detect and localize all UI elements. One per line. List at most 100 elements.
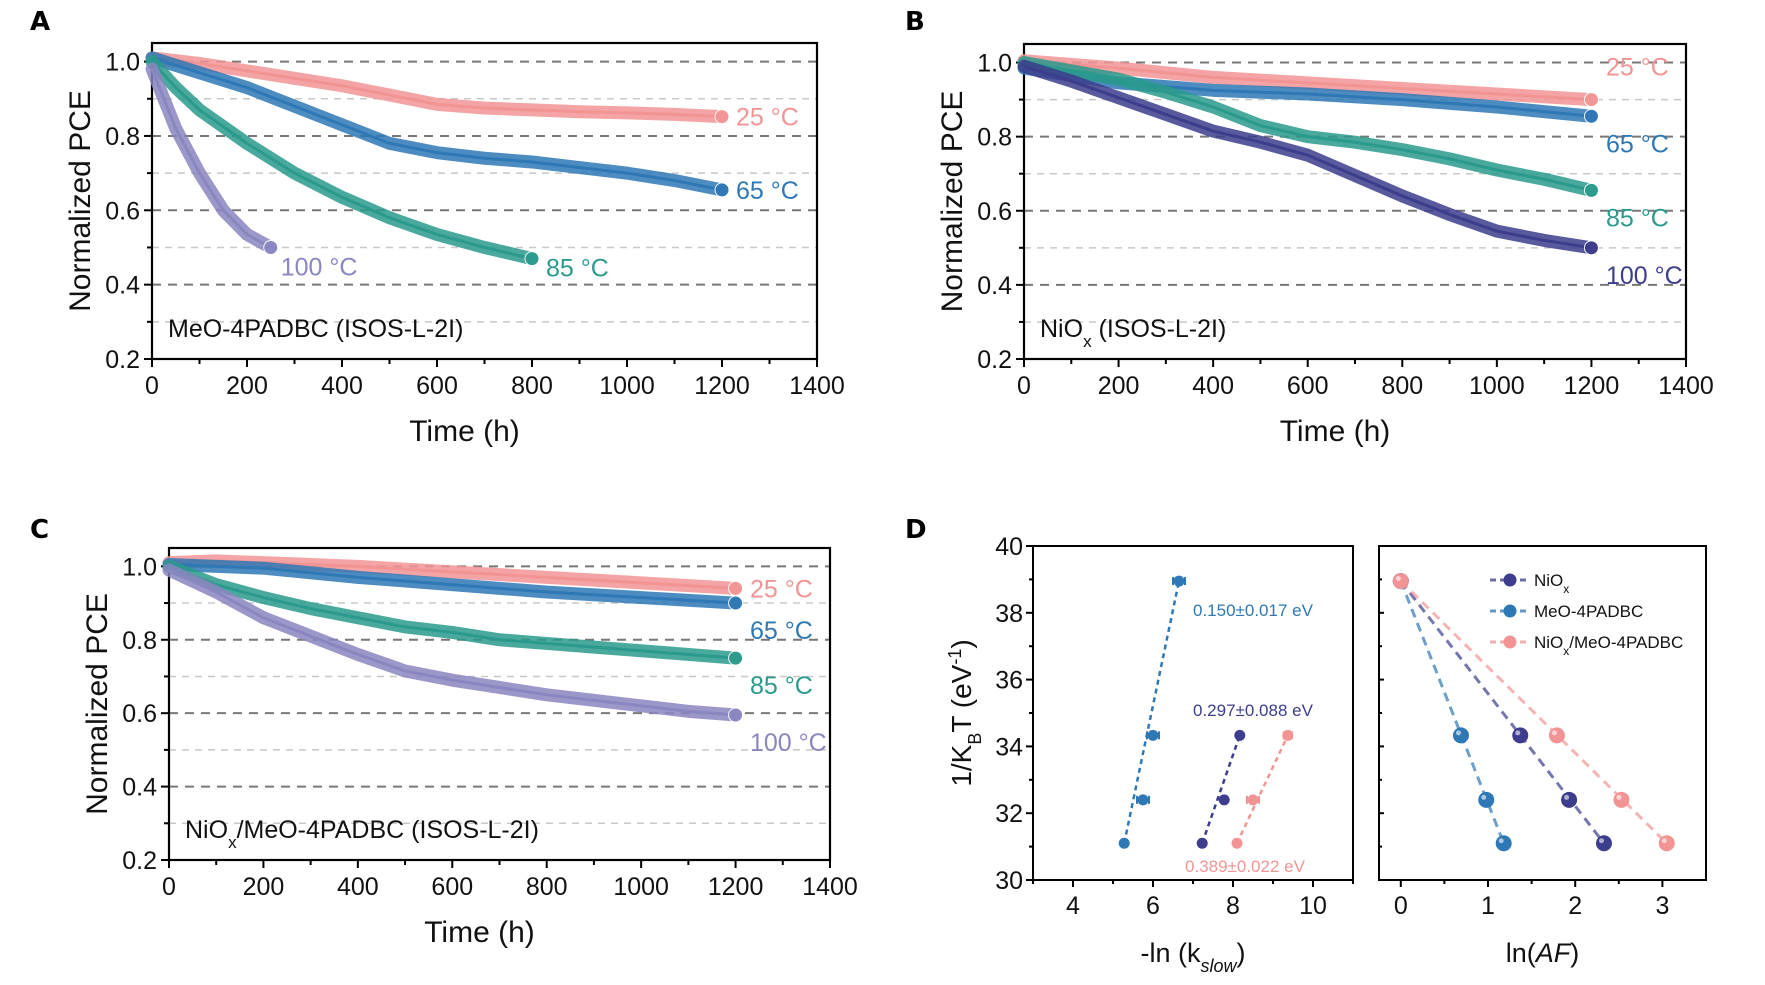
series-label: 65 °C [750, 617, 813, 645]
y-axis-title: Normalized PCE [64, 90, 97, 312]
y-tick-label: 0.8 [122, 627, 157, 655]
fit-line [1235, 734, 1289, 844]
legend-label: NiOx/MeO-4PADBC [1534, 633, 1683, 658]
data-point [1548, 727, 1565, 744]
series-65C: 65 °C [145, 51, 799, 205]
panel-B: B 0 200 400 600 800 1000 1200 1400 0.2 0.4 0.6 0.8 1.… [905, 7, 1714, 448]
activation-energy-label: 0.150±0.017 eV [1193, 601, 1314, 620]
series-100C: 100 °C [145, 62, 357, 281]
data-point [524, 251, 540, 267]
data-point-highlight [1551, 730, 1557, 736]
data-point [1512, 727, 1529, 744]
plot-frame [1378, 545, 1707, 881]
data-point [728, 580, 744, 596]
x-tick-label: 400 [337, 873, 379, 901]
data-point [1595, 835, 1612, 852]
fit-line [150, 68, 272, 249]
y-axis-title: 1/KBT (eV-1) [945, 639, 985, 786]
legend-marker [1503, 604, 1517, 618]
series-label: 85 °C [750, 672, 813, 700]
y-tick-label: 0.6 [105, 197, 140, 225]
panel-D-left: D 4 6 8 10 30 32 34 36 38 40 -ln (kslow) 1/KBT (eV-1… [905, 515, 1354, 976]
data-point-highlight [1616, 794, 1622, 800]
series-NiOxMeO4PADBC [1392, 573, 1675, 852]
data-point [1218, 794, 1230, 806]
data-point-highlight [1498, 838, 1504, 844]
panel-A: A 0 200 400 600 800 1000 1200 1400 0.2 0.4 0.6 0.8 1.… [30, 7, 845, 448]
series-NiOx: 0.297±0.088 eV [1193, 701, 1314, 849]
data-point [1658, 835, 1675, 852]
legend: NiOx MeO-4PADBC NiOx/MeO-4PADBC [1490, 571, 1683, 658]
x-tick-label: 10 [1299, 892, 1327, 920]
fit-line [151, 56, 723, 192]
y-tick-label: 0.6 [122, 700, 157, 728]
series-25C: 25 °C [145, 51, 799, 132]
panel-label: A [30, 7, 50, 37]
series-MeO4PADBC [1392, 573, 1512, 852]
x-tick-label: 0 [145, 372, 159, 400]
series-65C: 65 °C [162, 558, 813, 645]
y-tick-label: 0.2 [122, 847, 157, 875]
data-point [1613, 791, 1630, 808]
data-point [714, 182, 730, 198]
data-point-highlight [1481, 794, 1487, 800]
panel-D-right: 0 1 2 3 ln(AF) NiOx MeO-4PADBC NiOx/MeO-4PADBC [1378, 545, 1707, 968]
x-tick-label: 800 [511, 372, 553, 400]
fit-line [168, 564, 736, 660]
x-tick-label: 4 [1066, 892, 1080, 920]
series-label: 100 °C [750, 729, 827, 757]
x-axis-title: ln(AF) [1506, 938, 1580, 968]
x-axis-title: -ln (kslow) [1140, 938, 1245, 976]
data-point-highlight [1598, 838, 1604, 844]
series-NiOxMeO4PADBC: 0.389±0.022 eV [1185, 729, 1306, 876]
x-tick-label: 1400 [789, 372, 845, 400]
y-tick-label: 32 [995, 800, 1023, 828]
series-label: 85 °C [1606, 204, 1669, 232]
x-tick-label: 600 [431, 873, 473, 901]
x-tick-label: 3 [1655, 892, 1669, 920]
y-tick-label: 0.2 [977, 346, 1012, 374]
fit-line [1399, 580, 1668, 845]
panel-C: C 0 200 400 600 800 1000 1200 1400 0.2 0.4 0.6 0.8 1.… [30, 515, 858, 949]
y-tick-label: 0.2 [105, 346, 140, 374]
series-MeO4PADBC: 0.150±0.017 eV [1118, 575, 1314, 849]
series-85C: 85 °C [162, 559, 813, 700]
legend-label: MeO-4PADBC [1534, 602, 1643, 621]
series-85C: 85 °C [145, 55, 609, 283]
x-tick-label: 6 [1146, 892, 1160, 920]
x-tick-label: 400 [321, 372, 363, 400]
y-tick-label: 0.6 [977, 198, 1012, 226]
legend-label: NiOx [1534, 571, 1569, 596]
series-25C: 25 °C [1017, 54, 1669, 108]
data-point [1247, 794, 1259, 806]
data-point [1118, 837, 1130, 849]
data-point [728, 650, 744, 666]
data-point [1583, 240, 1599, 256]
series-label: 25 °C [1606, 54, 1669, 82]
x-tick-label: 200 [243, 873, 285, 901]
x-tick-label: 1200 [1564, 372, 1620, 400]
data-point-highlight [1395, 576, 1401, 582]
fit-line [168, 568, 736, 717]
data-band [145, 51, 729, 197]
x-axis-title: Time (h) [1280, 415, 1391, 448]
activation-energy-label: 0.389±0.022 eV [1185, 857, 1306, 876]
x-tick-label: 1400 [1658, 372, 1714, 400]
data-point [1495, 835, 1512, 852]
data-point [1234, 729, 1246, 741]
series-label: 65 °C [1606, 130, 1669, 158]
x-axis-title: Time (h) [409, 415, 520, 448]
fit-line [1399, 580, 1506, 844]
x-tick-label: 1 [1481, 892, 1495, 920]
x-axis-title: Time (h) [424, 916, 535, 949]
y-axis-title: Normalized PCE [936, 91, 969, 313]
y-tick-label: 0.8 [105, 123, 140, 151]
data-point [1583, 108, 1599, 124]
x-tick-label: 1000 [1469, 372, 1525, 400]
data-point [1147, 729, 1159, 741]
activation-energy-label: 0.297±0.088 eV [1193, 701, 1314, 720]
x-tick-label: 1000 [613, 873, 669, 901]
x-tick-label: 2 [1568, 892, 1582, 920]
y-tick-label: 0.4 [105, 272, 140, 300]
